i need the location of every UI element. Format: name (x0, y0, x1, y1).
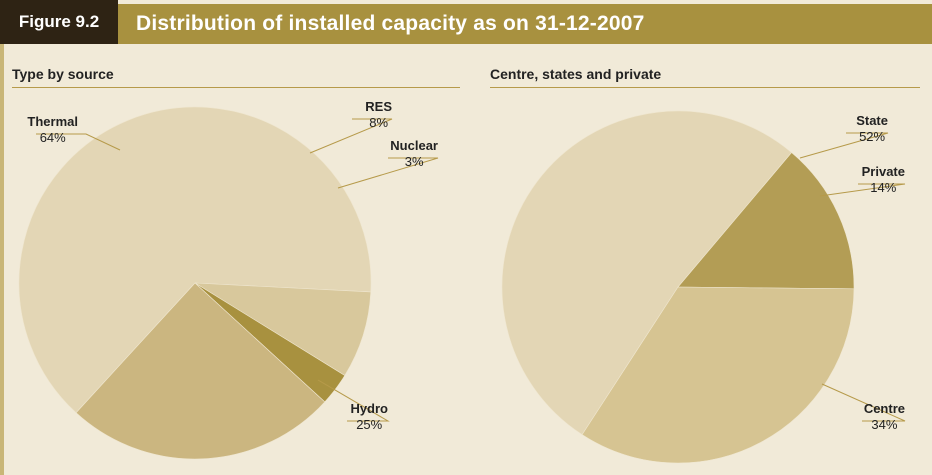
slice-value-thermal: 64% (40, 130, 66, 145)
figure-label: Figure 9.2 (0, 0, 118, 44)
leader-line-hydro (317, 379, 390, 422)
slice-label-nuclear: Nuclear (390, 138, 438, 153)
slice-value-state: 52% (859, 129, 885, 144)
slice-value-res: 8% (369, 115, 388, 130)
leader-line-res (309, 118, 393, 154)
slice-label-thermal: Thermal (27, 114, 78, 129)
pie-slice-hydro (75, 282, 326, 460)
left-panel-title: Type by source (12, 66, 114, 82)
slice-value-centre: 34% (871, 417, 897, 432)
pie-slice-thermal (18, 106, 372, 414)
left-panel-rule (12, 87, 460, 88)
pie-slice-state (501, 110, 793, 436)
figure-title: Distribution of installed capacity as on… (136, 12, 645, 35)
right-panel-rule (490, 87, 920, 88)
slice-label-res: RES (365, 99, 392, 114)
leader-line-centre (821, 383, 906, 422)
pie-slice-centre (581, 286, 855, 464)
pie-slice-res (194, 282, 372, 376)
leader-line-private (819, 183, 906, 197)
pie-slice-private (677, 152, 855, 290)
slice-value-private: 14% (870, 180, 896, 195)
right-panel-title: Centre, states and private (490, 66, 662, 82)
leader-line-thermal (36, 133, 121, 151)
slice-label-state: State (856, 113, 888, 128)
header-bar (0, 4, 932, 44)
slice-label-hydro: Hydro (350, 401, 388, 416)
slice-label-private: Private (862, 164, 905, 179)
left-border (0, 44, 4, 475)
slice-value-nuclear: 3% (405, 154, 424, 169)
slice-label-centre: Centre (864, 401, 905, 416)
slice-value-hydro: 25% (356, 417, 382, 432)
leader-line-state (799, 132, 889, 159)
leader-line-nuclear (337, 157, 439, 189)
